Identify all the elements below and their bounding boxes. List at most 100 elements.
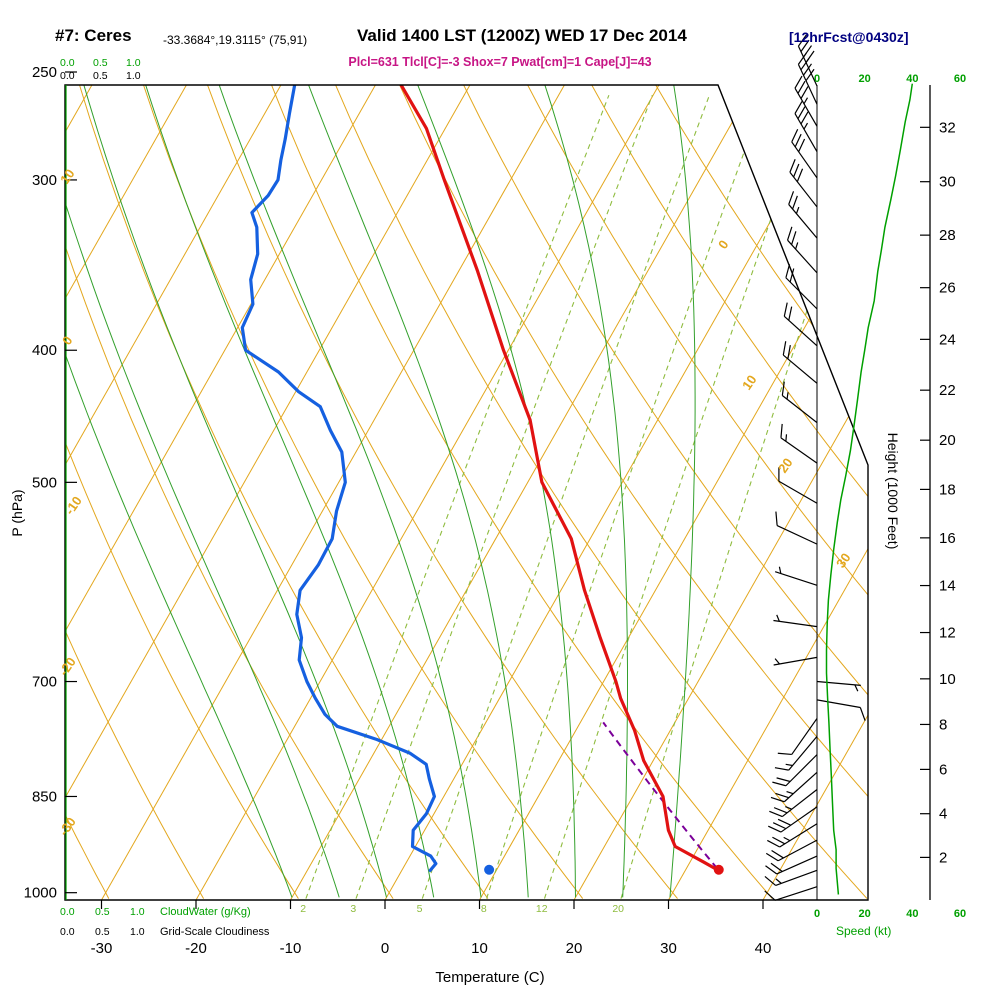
wind-barb: [764, 886, 818, 901]
wind-barb: [778, 467, 818, 504]
isotherm-label: 20: [775, 455, 796, 475]
cloudiness-scale-top: 0.5: [93, 70, 108, 82]
surface-temperature-dot: [713, 864, 724, 875]
sounding-parameters: Plcl=631 Tlcl[C]=-3 Shox=7 Pwat[cm]=1 Ca…: [348, 55, 652, 69]
wind-barb: [768, 806, 818, 833]
wind-barb: [794, 75, 818, 127]
isotherm-line: [195, 85, 660, 900]
mixing-ratio-label: 5: [417, 903, 423, 915]
isotherm-line: [65, 85, 187, 900]
height-axis-label: Height (1000 Feet): [885, 432, 901, 550]
wind-barb: [785, 264, 818, 310]
temp-tick-label: -30: [91, 940, 113, 957]
cloudwater-scale-top: 1.0: [126, 57, 141, 69]
height-tick-label: 30: [939, 174, 956, 191]
isotherm-line: [573, 85, 868, 900]
speed-tick-label: 20: [859, 908, 871, 920]
height-tick-label: 24: [939, 331, 956, 348]
parcel-curve: [602, 721, 718, 870]
pressure-tick-label: 400: [32, 342, 57, 359]
wind-barb: [774, 566, 818, 586]
temp-tick-label: 10: [471, 940, 488, 957]
cloudiness-scale-label: Grid-Scale Cloudiness: [160, 926, 270, 938]
moist-adiabat-line: [80, 85, 387, 898]
height-tick-label: 32: [939, 119, 956, 136]
isotherm-label: 0: [59, 333, 75, 348]
surface-dewpoint-dot: [484, 864, 495, 875]
dewpoint-curve: [240, 85, 438, 873]
speed-axis-label: Speed (kt): [836, 924, 892, 938]
moist-adiabat-line: [414, 85, 576, 898]
wind-barb: [783, 302, 818, 347]
mixing-ratio-label: 2: [300, 903, 306, 915]
height-tick-label: 20: [939, 432, 956, 449]
dry-adiabat-line: [75, 85, 489, 899]
pressure-tick-label: 1000: [24, 885, 57, 902]
isotherm-line: [65, 85, 471, 900]
speed-tick-label: 0: [814, 73, 820, 85]
dry-adiabat-line: [520, 85, 868, 899]
height-tick-label: 14: [939, 578, 956, 595]
plot-area: [65, 72, 1000, 900]
dry-adiabat-line: [65, 85, 299, 899]
cloudiness-scale-top: 1.0: [126, 70, 141, 82]
cloudiness-scale-bottom: 1.0: [130, 926, 145, 938]
wind-barb: [767, 823, 818, 848]
mixing-ratio-line: [355, 95, 653, 899]
plot-border: [64, 84, 869, 901]
isotherm-line: [668, 85, 868, 900]
forecast-badge: [12hrFcst@0430z]: [789, 29, 909, 45]
dry-adiabat-line: [65, 85, 394, 899]
wind-barb: [797, 52, 818, 105]
temp-tick-label: 30: [660, 940, 677, 957]
speed-tick-label: 40: [906, 73, 918, 85]
moist-adiabat-line: [65, 85, 340, 898]
speed-tick-label: 40: [906, 908, 918, 920]
dry-adiabat-line: [65, 85, 110, 899]
mixing-ratio-label: 12: [536, 903, 548, 915]
wind-barb: [765, 839, 818, 862]
cloudwater-scale-label: CloudWater (g/Kg): [160, 906, 251, 918]
mixing-ratio-line: [620, 95, 868, 899]
wind-barb: [765, 855, 818, 875]
dry-adiabat-line: [393, 85, 868, 899]
wind-barb: [775, 511, 818, 545]
height-tick-label: 2: [939, 849, 947, 866]
cloudwater-scale-top: 0.5: [93, 57, 108, 69]
speed-curve: [825, 83, 914, 895]
isotherm-line: [101, 85, 565, 900]
mixing-ratio-line: [486, 95, 766, 899]
moist-adiabat-line: [304, 85, 529, 898]
wind-barb: [816, 699, 866, 721]
mixing-ratio-label: 20: [612, 903, 624, 915]
dry-adiabat-line: [647, 85, 868, 899]
dry-adiabat-line: [138, 85, 584, 899]
wind-barb: [773, 614, 818, 628]
wind-barb: [794, 101, 818, 152]
wind-barb: [764, 869, 818, 886]
valid-time-title: Valid 1400 LST (1200Z) WED 17 Dec 2014: [357, 26, 687, 45]
temp-tick-label: 40: [755, 940, 772, 957]
pressure-axis-label: P (hPa): [9, 489, 25, 537]
wind-barb: [788, 191, 818, 239]
speed-tick-label: 60: [954, 908, 966, 920]
height-tick-label: 10: [939, 671, 956, 688]
wind-barb: [773, 656, 818, 666]
height-tick-label: 4: [939, 806, 947, 823]
isotherm-line: [65, 85, 376, 900]
speed-tick-label: 0: [814, 908, 820, 920]
isotherm-label: 10: [57, 166, 78, 186]
height-tick-label: 16: [939, 530, 956, 547]
temperature-axis-label: Temperature (C): [435, 969, 545, 986]
isotherm-label: -20: [56, 654, 79, 678]
dry-adiabat-line: [966, 72, 1000, 899]
wind-barb: [772, 754, 818, 787]
dry-adiabat-line: [265, 85, 773, 899]
isotherm-label: 30: [833, 550, 854, 570]
height-tick-label: 22: [939, 382, 956, 399]
temp-tick-label: -20: [185, 940, 207, 957]
wind-barb: [780, 423, 818, 464]
pressure-tick-label: 850: [32, 788, 57, 805]
station-coordinates: -33.3684°,19.3115° (75,91): [163, 33, 308, 47]
temp-tick-label: 20: [566, 940, 583, 957]
